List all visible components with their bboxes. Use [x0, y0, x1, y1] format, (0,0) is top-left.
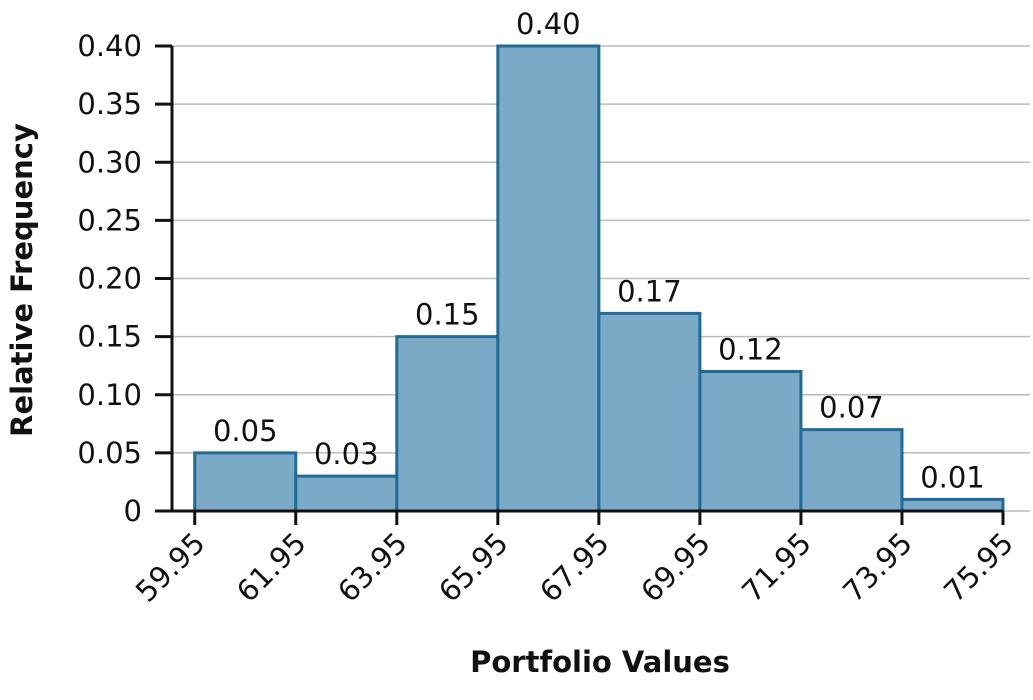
- x-tick-label: 69.95: [634, 526, 717, 609]
- bar: [799, 428, 904, 513]
- x-tick-label: 63.95: [331, 526, 414, 609]
- y-tick-label: 0.10: [77, 378, 142, 412]
- data-label: 0.40: [516, 7, 581, 41]
- y-tick-label: 0.35: [77, 87, 142, 121]
- data-label: 0.15: [415, 298, 480, 332]
- bar: [900, 497, 1005, 513]
- data-label: 0.05: [213, 414, 278, 448]
- x-tick-label: 61.95: [230, 526, 313, 609]
- y-tick-label: 0: [124, 494, 142, 528]
- bar: [395, 335, 500, 513]
- data-label: 0.12: [718, 333, 783, 367]
- y-tick-label: 0.15: [77, 320, 142, 354]
- y-tick-label: 0.40: [77, 29, 142, 63]
- bar: [496, 44, 601, 513]
- x-tick-label: 75.95: [937, 526, 1020, 609]
- bar: [294, 474, 399, 513]
- y-tick-label: 0.05: [77, 436, 142, 470]
- y-axis-title: Relative Frequency: [5, 123, 39, 437]
- bar: [193, 451, 298, 513]
- x-tick-label: 73.95: [836, 526, 919, 609]
- data-label: 0.07: [819, 391, 884, 425]
- data-label: 0.17: [617, 274, 682, 308]
- x-tick-label: 59.95: [129, 526, 212, 609]
- x-tick-label: 67.95: [533, 526, 616, 609]
- x-tick-label: 71.95: [735, 526, 818, 609]
- y-tick-label: 0.30: [77, 145, 142, 179]
- x-tick-label: 65.95: [432, 526, 515, 609]
- y-tick-label: 0.25: [77, 203, 142, 237]
- data-label: 0.03: [314, 437, 379, 471]
- data-label: 0.01: [920, 460, 985, 494]
- x-axis-title: Portfolio Values: [470, 645, 730, 679]
- y-tick-label: 0.20: [77, 262, 142, 296]
- bar: [698, 370, 803, 513]
- bar: [597, 311, 702, 513]
